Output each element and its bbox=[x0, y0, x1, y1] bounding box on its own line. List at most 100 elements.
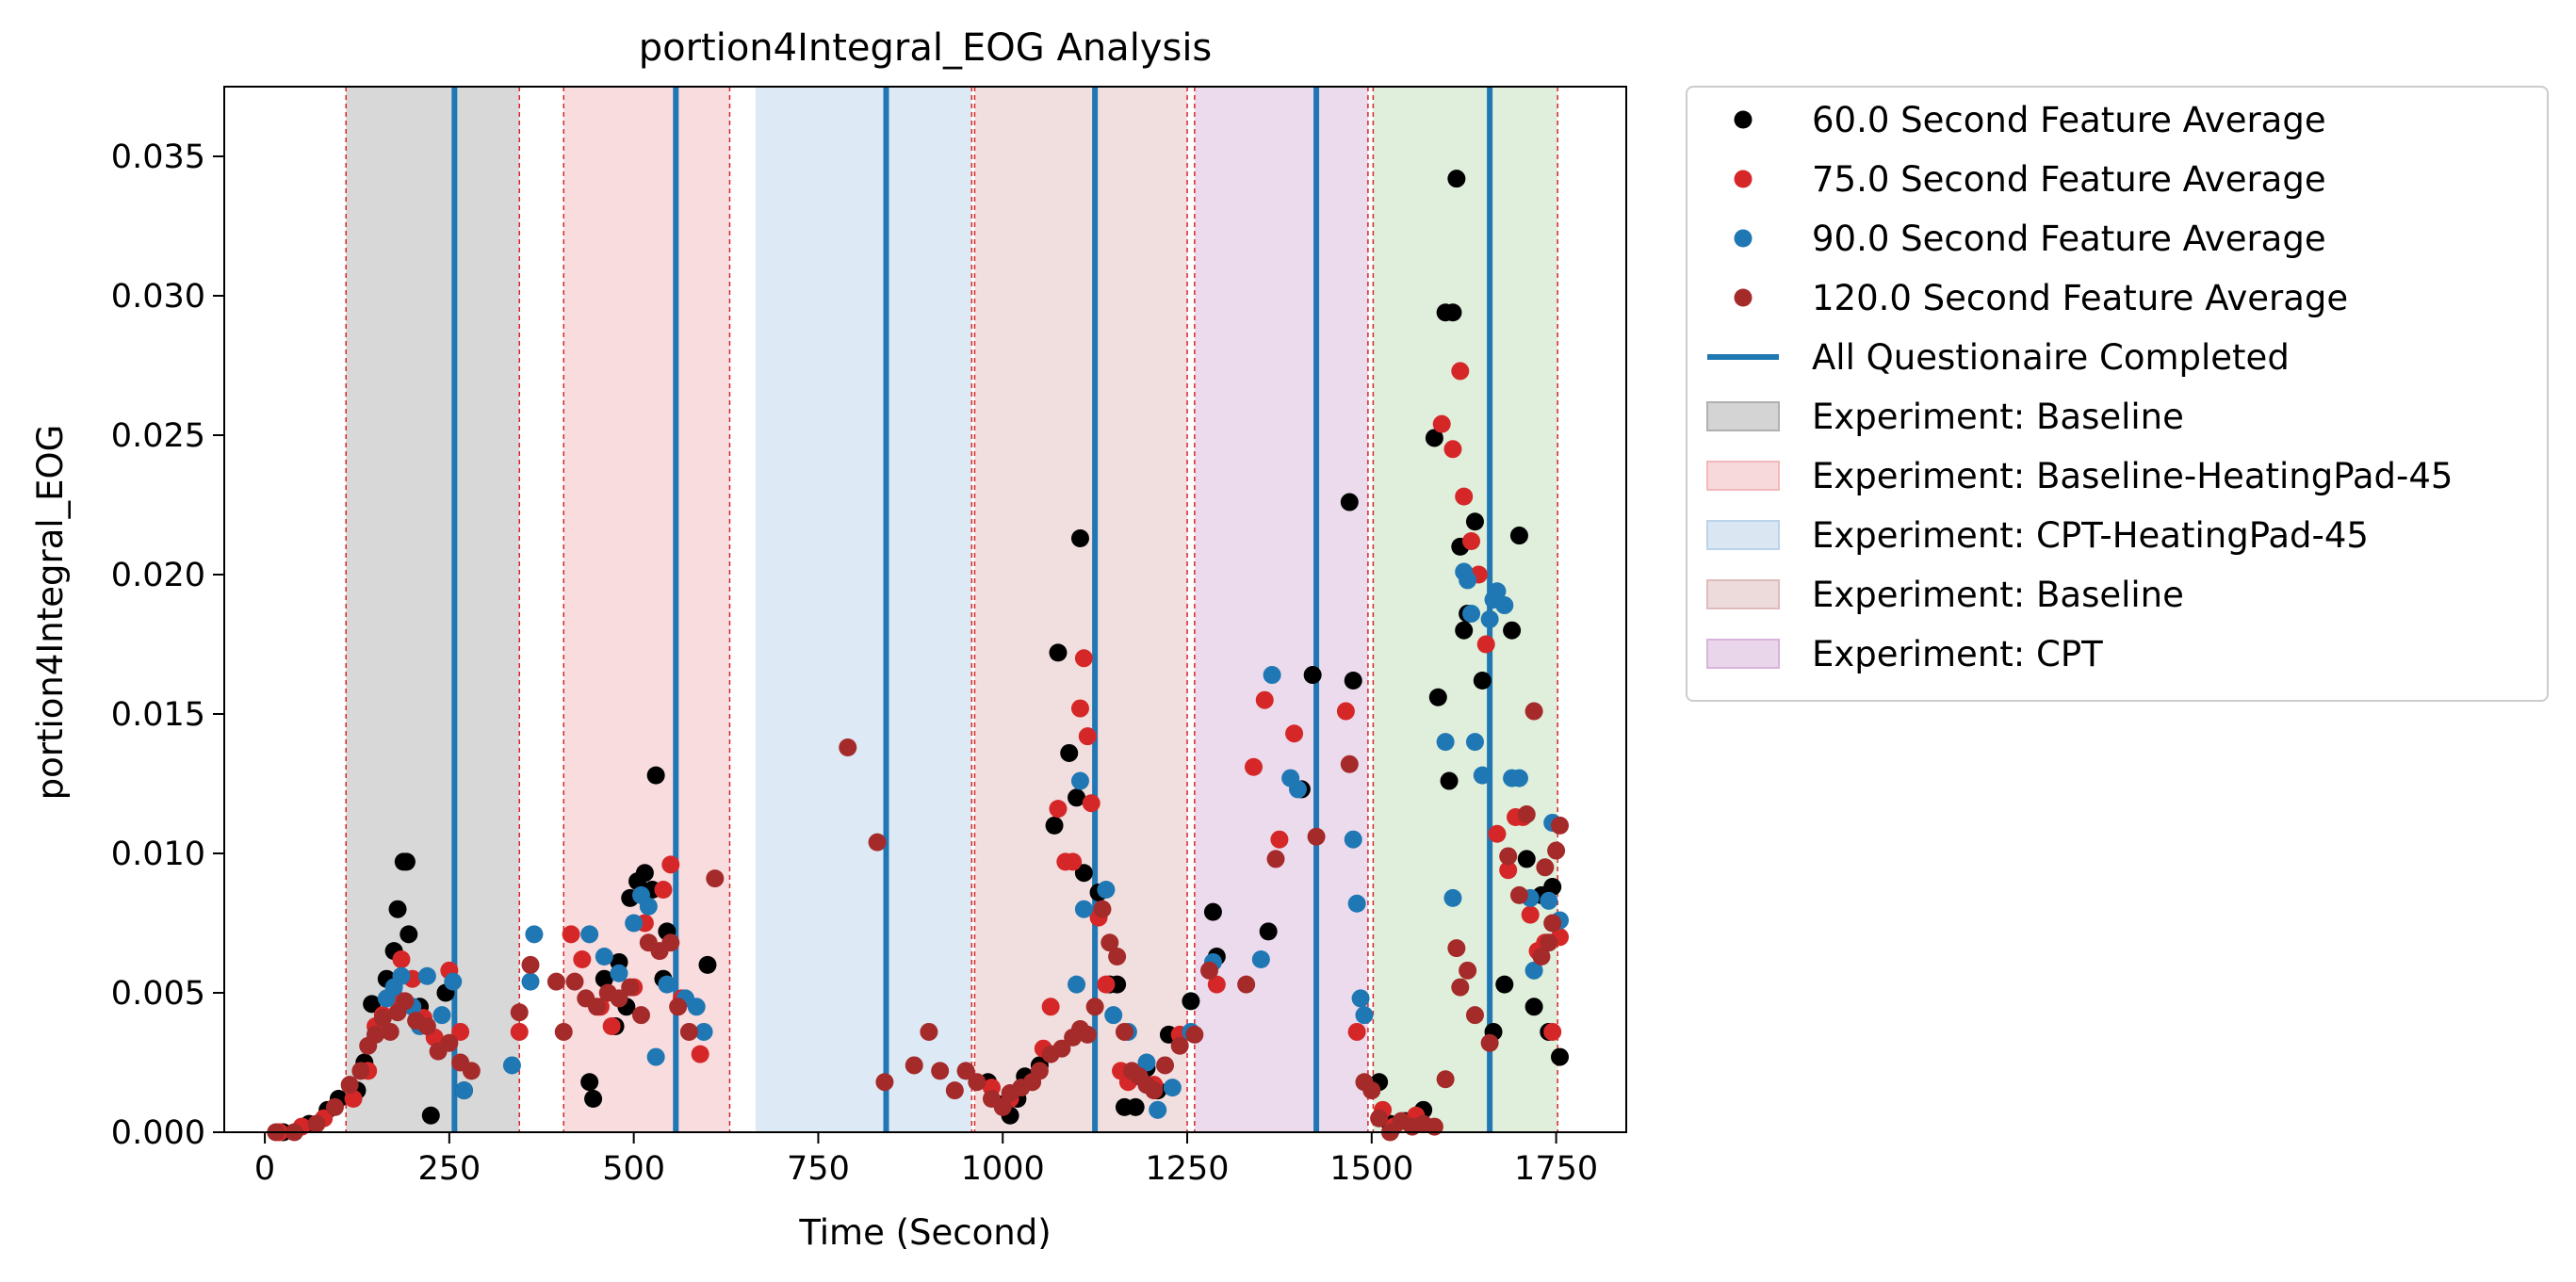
point-s3-24 bbox=[587, 998, 606, 1016]
point-s3-51 bbox=[1052, 1039, 1071, 1058]
point-s3-49 bbox=[1030, 1062, 1049, 1080]
point-s1-49 bbox=[1347, 1022, 1366, 1041]
point-s3-80 bbox=[1436, 1070, 1455, 1089]
point-s2-44 bbox=[1459, 571, 1477, 590]
point-s1-54 bbox=[1443, 440, 1462, 459]
point-s0-52 bbox=[1182, 992, 1200, 1011]
point-s1-56 bbox=[1455, 487, 1474, 506]
legend-box bbox=[1686, 86, 2549, 702]
point-s0-26 bbox=[635, 864, 654, 883]
point-s3-38 bbox=[905, 1056, 923, 1075]
point-s1-35 bbox=[1078, 727, 1097, 746]
point-s2-40 bbox=[1347, 894, 1366, 913]
point-s1-29 bbox=[1041, 998, 1060, 1016]
point-s2-35 bbox=[1251, 949, 1270, 968]
legend-label-8: Experiment: Baseline bbox=[1812, 575, 2184, 615]
point-s1-30 bbox=[1049, 800, 1068, 819]
point-s3-57 bbox=[1101, 933, 1119, 952]
point-s2-32 bbox=[1163, 1079, 1182, 1097]
point-s0-78 bbox=[1509, 527, 1528, 545]
point-s1-38 bbox=[1097, 975, 1116, 994]
point-s1-67 bbox=[1543, 1022, 1562, 1041]
point-s3-66 bbox=[1185, 1025, 1204, 1044]
point-s2-38 bbox=[1288, 780, 1307, 799]
legend-marker-1 bbox=[1734, 170, 1753, 188]
point-s0-68 bbox=[1443, 303, 1462, 322]
point-s0-76 bbox=[1495, 975, 1514, 994]
legend-label-3: 120.0 Second Feature Average bbox=[1812, 278, 2348, 318]
point-s2-31 bbox=[1149, 1100, 1167, 1119]
point-s1-14 bbox=[510, 1022, 529, 1041]
point-s2-8 bbox=[444, 972, 463, 991]
point-s3-13 bbox=[417, 1017, 436, 1036]
point-s1-55 bbox=[1451, 362, 1470, 381]
legend-label-1: 75.0 Second Feature Average bbox=[1812, 159, 2326, 200]
point-s3-37 bbox=[875, 1073, 894, 1092]
point-s2-24 bbox=[1068, 975, 1086, 994]
point-s0-28 bbox=[646, 766, 665, 785]
point-s1-8 bbox=[392, 949, 411, 968]
point-s1-64 bbox=[1521, 905, 1540, 924]
point-s3-27 bbox=[621, 978, 640, 997]
point-s3-68 bbox=[1237, 975, 1256, 994]
point-s0-80 bbox=[1524, 998, 1543, 1016]
point-s3-56 bbox=[1093, 900, 1112, 918]
point-s3-73 bbox=[1362, 1081, 1381, 1100]
point-s0-10 bbox=[388, 900, 407, 918]
point-s2-19 bbox=[646, 1047, 665, 1066]
point-s3-64 bbox=[1156, 1056, 1175, 1075]
point-s3-83 bbox=[1459, 961, 1477, 980]
point-s1-33 bbox=[1070, 699, 1089, 718]
point-s2-18 bbox=[639, 897, 658, 916]
point-s3-59 bbox=[1115, 1022, 1133, 1041]
point-s1-3 bbox=[344, 1089, 363, 1108]
point-s3-67 bbox=[1200, 961, 1219, 980]
point-s2-25 bbox=[1070, 771, 1089, 790]
point-s3-18 bbox=[510, 1003, 529, 1022]
y-axis-label: portion4Integral_EOG bbox=[30, 425, 71, 801]
point-s3-19 bbox=[521, 955, 540, 974]
legend-label-0: 60.0 Second Feature Average bbox=[1812, 100, 2326, 140]
point-s3-21 bbox=[554, 1022, 573, 1041]
point-s1-34 bbox=[1074, 649, 1093, 668]
point-s3-26 bbox=[610, 989, 628, 1008]
point-s1-16 bbox=[573, 949, 592, 968]
point-s3-63 bbox=[1145, 1081, 1164, 1100]
point-s3-40 bbox=[931, 1062, 950, 1080]
point-s3-88 bbox=[1517, 805, 1536, 824]
point-s3-31 bbox=[661, 933, 680, 952]
point-s2-30 bbox=[1137, 1053, 1156, 1072]
point-s3-92 bbox=[1547, 841, 1566, 860]
point-s0-31 bbox=[698, 955, 717, 974]
point-s2-56 bbox=[1540, 891, 1558, 910]
x-tick-label-4: 1000 bbox=[961, 1150, 1045, 1188]
point-s2-20 bbox=[658, 975, 677, 994]
y-tick-label-0: 0.000 bbox=[111, 1114, 205, 1152]
point-s1-60 bbox=[1488, 824, 1507, 843]
point-s3-9 bbox=[381, 1022, 399, 1041]
legend-patch-5 bbox=[1706, 401, 1780, 431]
legend-label-9: Experiment: CPT bbox=[1812, 634, 2103, 674]
experiment-regions bbox=[346, 87, 1558, 1132]
point-s0-12 bbox=[397, 852, 416, 871]
point-s1-57 bbox=[1462, 531, 1481, 550]
point-s3-32 bbox=[669, 998, 688, 1016]
y-tick-label-7: 0.035 bbox=[111, 138, 205, 176]
point-s3-85 bbox=[1480, 1033, 1499, 1052]
point-s1-36 bbox=[1082, 794, 1101, 813]
experiment-region-4 bbox=[1194, 87, 1368, 1132]
point-s3-4 bbox=[340, 1076, 359, 1095]
point-s0-71 bbox=[1455, 621, 1474, 640]
x-tick-label-7: 1750 bbox=[1514, 1150, 1598, 1188]
point-s3-35 bbox=[839, 738, 857, 757]
point-s3-94 bbox=[1543, 914, 1562, 933]
point-s0-20 bbox=[595, 969, 613, 988]
point-s0-65 bbox=[1428, 688, 1447, 706]
point-s1-46 bbox=[1270, 830, 1289, 849]
point-s1-22 bbox=[661, 855, 680, 874]
point-s3-82 bbox=[1451, 978, 1470, 997]
point-s1-32 bbox=[1064, 852, 1083, 871]
point-s0-15 bbox=[421, 1106, 440, 1125]
region-boundary-lines bbox=[345, 87, 1558, 1132]
